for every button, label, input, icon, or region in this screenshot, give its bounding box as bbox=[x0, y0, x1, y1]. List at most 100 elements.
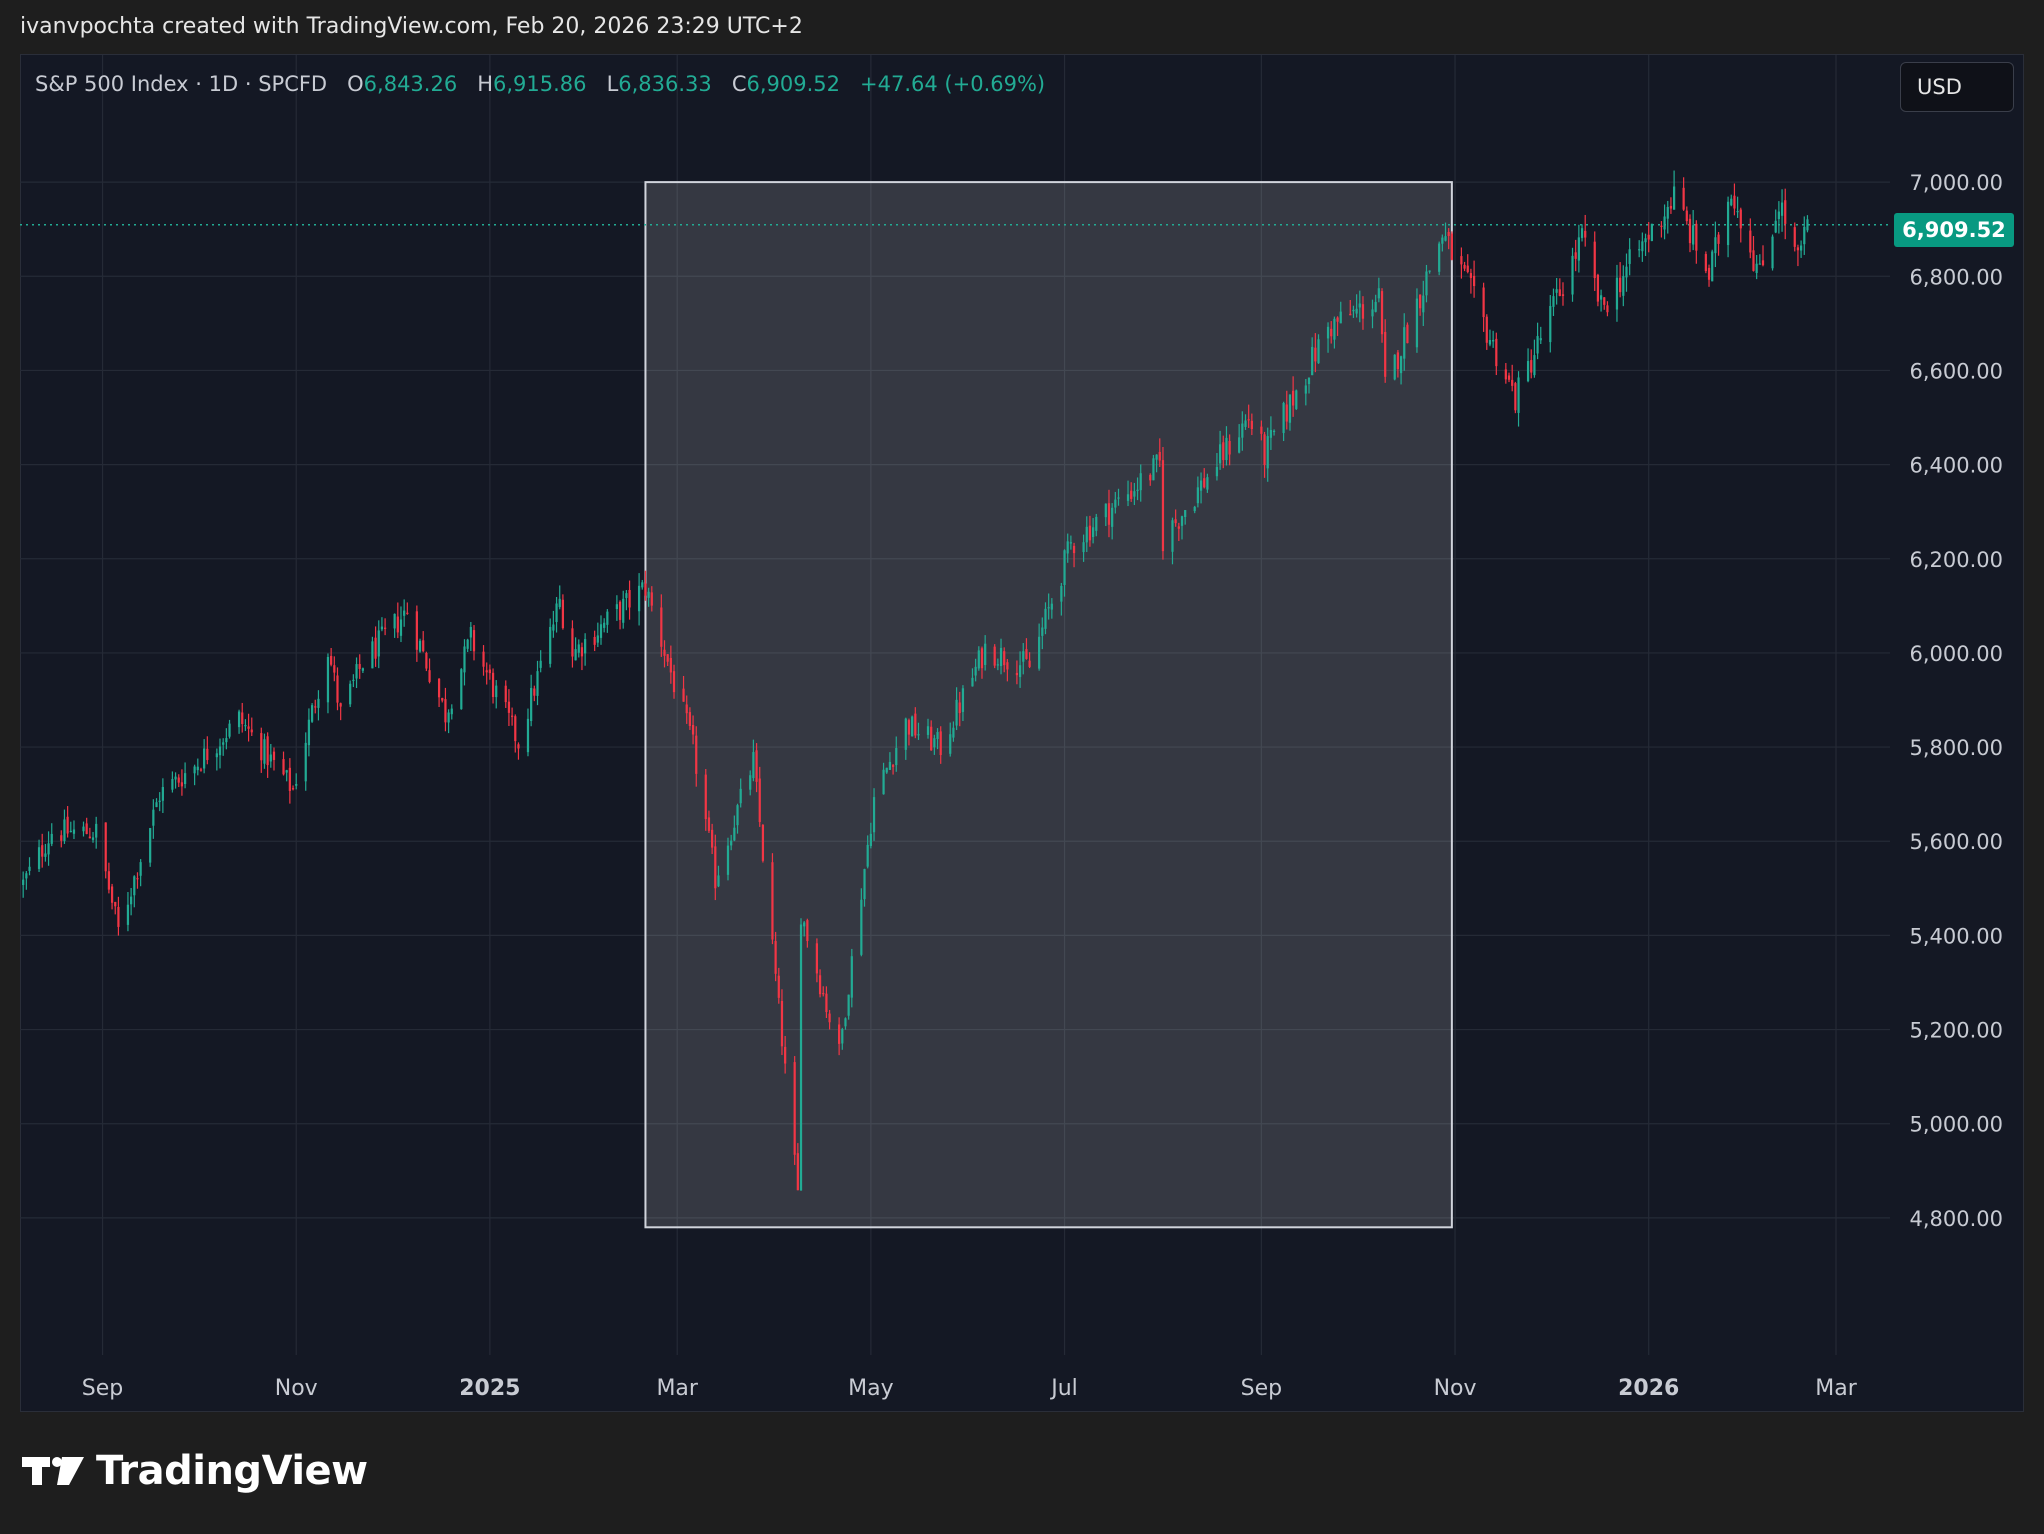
candle bbox=[1517, 371, 1520, 427]
candle bbox=[139, 859, 142, 887]
candle bbox=[1599, 289, 1603, 312]
candle bbox=[228, 719, 231, 739]
candle bbox=[1361, 296, 1365, 330]
candle bbox=[399, 606, 403, 643]
candle bbox=[1619, 262, 1622, 298]
candle bbox=[95, 816, 98, 849]
candle bbox=[1495, 332, 1498, 376]
candles bbox=[22, 170, 1809, 1191]
candle bbox=[266, 732, 269, 778]
candle bbox=[1206, 473, 1209, 493]
candle bbox=[1692, 210, 1695, 251]
candle bbox=[1441, 234, 1444, 252]
candle bbox=[1060, 582, 1063, 616]
candle bbox=[517, 742, 520, 760]
candle bbox=[1228, 434, 1231, 466]
candle bbox=[882, 762, 885, 795]
candle bbox=[1641, 232, 1644, 262]
candle bbox=[1644, 233, 1647, 257]
candle bbox=[949, 722, 952, 757]
candle bbox=[396, 602, 399, 639]
candle bbox=[761, 823, 765, 863]
candle bbox=[714, 834, 717, 901]
candle bbox=[1555, 278, 1558, 305]
candle bbox=[336, 667, 339, 711]
candle bbox=[1136, 477, 1139, 501]
x-tick-label: May bbox=[848, 1376, 893, 1401]
candle bbox=[1384, 319, 1387, 383]
y-tick-label: 6,000.00 bbox=[1909, 642, 2003, 666]
candle bbox=[495, 680, 498, 709]
candle bbox=[1666, 200, 1669, 234]
candle bbox=[358, 654, 361, 679]
y-tick-label: 5,800.00 bbox=[1909, 736, 2003, 760]
candle bbox=[272, 747, 276, 771]
candle bbox=[1726, 196, 1730, 258]
candle bbox=[91, 831, 95, 843]
candle bbox=[193, 764, 196, 786]
candle bbox=[1244, 414, 1247, 430]
candle bbox=[1799, 240, 1803, 258]
candle bbox=[514, 714, 517, 753]
candle bbox=[818, 969, 822, 998]
candle bbox=[1425, 264, 1428, 303]
candle bbox=[406, 602, 409, 615]
candle bbox=[1117, 488, 1120, 506]
candle bbox=[1438, 241, 1441, 276]
candle bbox=[996, 658, 999, 671]
candle bbox=[650, 586, 653, 612]
symbol-name: S&P 500 Index · 1D · SPCFD bbox=[35, 72, 328, 96]
candle bbox=[580, 642, 584, 671]
candle bbox=[1266, 427, 1269, 482]
candle bbox=[488, 664, 491, 680]
candle bbox=[1793, 222, 1796, 252]
tradingview-brand[interactable]: TradingView bbox=[22, 1448, 368, 1494]
candle bbox=[295, 773, 298, 790]
candle bbox=[1091, 518, 1095, 544]
candle bbox=[28, 857, 31, 876]
candle bbox=[314, 699, 317, 714]
y-tick-label: 7,000.00 bbox=[1909, 171, 2003, 195]
candle bbox=[1682, 177, 1685, 211]
candle bbox=[1571, 247, 1574, 302]
candle bbox=[1260, 420, 1263, 441]
candle bbox=[1349, 300, 1352, 316]
candle bbox=[850, 948, 853, 1008]
candle bbox=[1006, 659, 1009, 682]
candle bbox=[1755, 254, 1758, 280]
candle bbox=[733, 815, 736, 842]
chart-panel[interactable] bbox=[20, 54, 2024, 1412]
candle bbox=[1752, 236, 1755, 272]
candle bbox=[1333, 316, 1336, 349]
candle bbox=[1193, 505, 1196, 514]
tradingview-logo-icon bbox=[22, 1457, 84, 1485]
candle bbox=[317, 690, 320, 721]
candle bbox=[1336, 316, 1339, 336]
candle bbox=[755, 743, 758, 793]
candle bbox=[1514, 381, 1517, 414]
candle bbox=[174, 772, 177, 789]
candle bbox=[1526, 348, 1530, 383]
candle bbox=[637, 573, 641, 626]
candle bbox=[263, 733, 266, 769]
candle bbox=[704, 768, 707, 831]
candle bbox=[1015, 660, 1019, 685]
candle bbox=[1739, 207, 1742, 243]
candle bbox=[1066, 533, 1069, 563]
candle bbox=[939, 726, 942, 764]
candle bbox=[793, 1056, 796, 1165]
change-value: +47.64 (+0.69%) bbox=[860, 72, 1046, 96]
candle bbox=[428, 658, 431, 684]
candle bbox=[485, 662, 488, 685]
candle bbox=[1126, 480, 1130, 507]
currency-button[interactable]: USD bbox=[1900, 62, 2014, 112]
candle bbox=[1292, 376, 1295, 417]
candle bbox=[1450, 231, 1453, 261]
candle bbox=[1330, 321, 1333, 344]
candle bbox=[872, 788, 876, 841]
candle bbox=[596, 622, 599, 648]
candle bbox=[958, 691, 961, 727]
candle bbox=[450, 704, 453, 720]
candle bbox=[1044, 602, 1047, 635]
